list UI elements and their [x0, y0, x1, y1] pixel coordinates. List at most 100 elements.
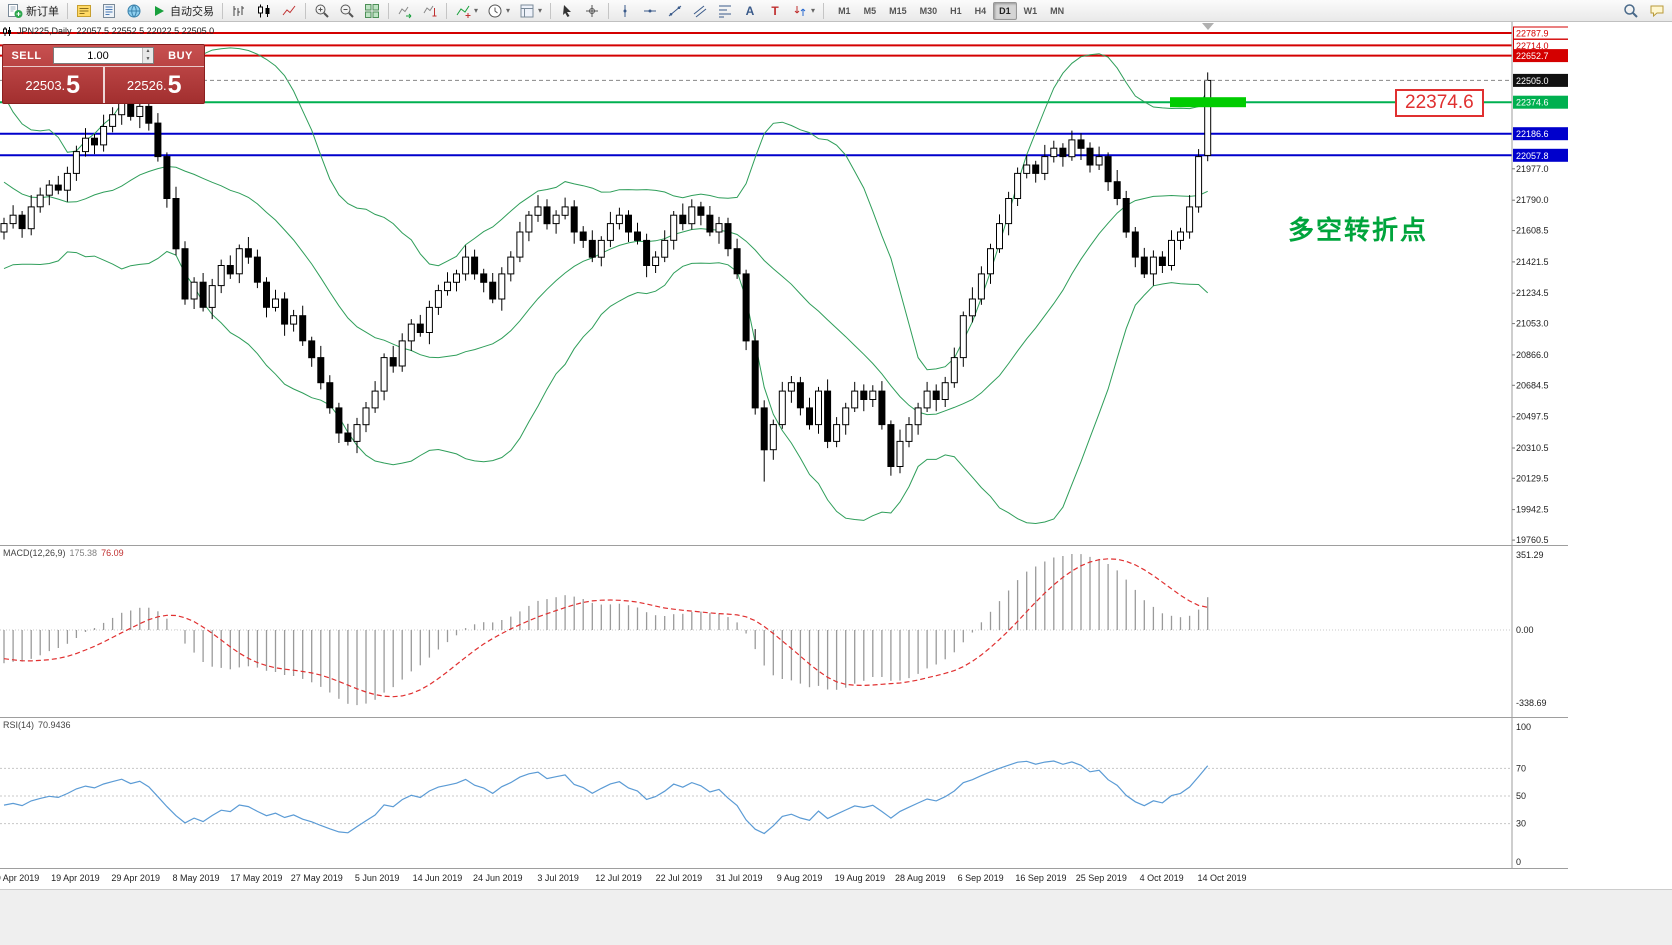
candle — [815, 390, 822, 426]
chat-icon — [1650, 5, 1664, 17]
price-axis[interactable]: 21977.0 21790.0 21608.5 21421.5 21234.5 21053… — [1511, 22, 1568, 545]
candle — [959, 315, 967, 359]
date-label: 19 Aug 2019 — [834, 873, 886, 883]
candle — [353, 424, 361, 442]
symbol-period-label: JPN225,Daily — [17, 26, 72, 36]
candle — [1050, 147, 1058, 158]
metaeditor-button[interactable] — [72, 1, 96, 21]
price-chart[interactable]: 21977.0 21790.0 21608.5 21421.5 21234.5 21053… — [0, 22, 1568, 545]
autotrading-button[interactable]: 自动交易 — [147, 1, 218, 21]
auto-scroll-button[interactable] — [393, 1, 417, 21]
panel-separator[interactable] — [0, 545, 1568, 546]
buy-price-big-digit: 5 — [167, 70, 182, 99]
timeframe-d1[interactable]: D1 — [993, 1, 1017, 20]
toolbar-separator — [305, 2, 306, 19]
pivot-highlight-segment[interactable] — [1170, 97, 1246, 108]
candle — [217, 265, 225, 287]
timeframe-mn[interactable]: MN — [1050, 5, 1065, 16]
crosshair-button[interactable] — [580, 1, 604, 21]
cursor-icon — [563, 4, 572, 17]
candle — [1077, 139, 1085, 149]
timeframe-m1[interactable]: M1 — [838, 5, 851, 16]
candle — [697, 206, 705, 216]
indicators-button[interactable]: ▾ — [451, 1, 482, 21]
equidistant-channel-button[interactable] — [688, 1, 712, 21]
candle — [1177, 231, 1184, 241]
timeframe-w1[interactable]: W1 — [1023, 5, 1038, 16]
buy-price[interactable]: 22526. 5 — [105, 67, 205, 103]
timeframe-m30[interactable]: M30 — [919, 5, 938, 16]
price-callout-label[interactable]: 22374.6 — [1395, 89, 1484, 117]
chinese-annotation-text[interactable]: 多空转折点 — [1288, 215, 1429, 245]
trendline-button[interactable] — [663, 1, 687, 21]
panel-separator[interactable] — [0, 717, 1568, 718]
cursor-button[interactable] — [555, 1, 579, 21]
candle — [525, 214, 533, 233]
zoom-out-button[interactable] — [335, 1, 359, 21]
macd-name: MACD(12,26,9) — [3, 548, 66, 558]
fibonacci-button[interactable] — [713, 1, 737, 21]
template-icon — [520, 4, 534, 17]
text-label-button[interactable]: T — [763, 1, 787, 21]
sell-price-main: 22503. — [25, 77, 66, 93]
timeframe-h4[interactable]: H4 — [974, 5, 987, 16]
toolbar-separator — [222, 2, 223, 19]
price-line-axis-label-text: 22374.6 — [1516, 98, 1549, 108]
buy-button[interactable]: BUY — [168, 49, 193, 62]
text-button[interactable]: A — [738, 1, 762, 21]
vertical-line-button[interactable] — [613, 1, 637, 21]
price-tick-label: 21234.5 — [1516, 288, 1549, 298]
templates-button[interactable]: ▾ — [515, 1, 546, 21]
toolbar-separator — [446, 2, 447, 19]
periods-button[interactable]: ▾ — [483, 1, 514, 21]
candle — [679, 214, 687, 225]
candle — [968, 298, 976, 317]
line-chart-button[interactable] — [277, 1, 301, 21]
timeframe-m5[interactable]: M5 — [863, 5, 877, 16]
candle — [489, 281, 497, 300]
candle — [579, 231, 587, 241]
time-axis[interactable]: 10 Apr 2019 19 Apr 2019 29 Apr 2019 8 May 2… — [0, 869, 1568, 889]
macd-panel-chart[interactable]: 351.29 0.00 -338.69 — [0, 545, 1568, 717]
sell-price[interactable]: 22503. 5 — [3, 67, 103, 103]
chart-shift-button[interactable] — [418, 1, 442, 21]
candle — [1023, 164, 1031, 174]
timeframe-m15[interactable]: M15 — [889, 5, 907, 16]
market-watch-button[interactable] — [97, 1, 121, 21]
rsi-axis[interactable]: 100 70 50 30 0 — [1511, 717, 1531, 868]
navigator-button[interactable] — [122, 1, 146, 21]
volume-down-button[interactable]: ▼ — [143, 55, 153, 63]
candle — [36, 194, 44, 208]
volume-input[interactable] — [54, 48, 142, 63]
candle — [860, 390, 868, 401]
horizontal-line-button[interactable] — [638, 1, 662, 21]
candle — [299, 315, 307, 342]
arrows-button[interactable]: ▾ — [788, 1, 819, 21]
macd-axis[interactable]: 351.29 0.00 -338.69 — [1511, 545, 1547, 717]
new-order-button[interactable]: 新订单 — [3, 1, 63, 21]
date-label: 31 Jul 2019 — [715, 873, 763, 883]
candle — [344, 432, 352, 442]
volume-up-button[interactable]: ▲ — [143, 48, 153, 56]
new-order-button-label: 新订单 — [26, 5, 59, 18]
candle — [1095, 156, 1103, 166]
price-line-axis-label-text: 22057.8 — [1516, 151, 1549, 161]
candle — [606, 223, 614, 241]
timeframe-h1[interactable]: H1 — [950, 5, 962, 16]
candle — [226, 265, 234, 275]
rsi-panel-chart[interactable]: 100 70 50 30 0 — [0, 717, 1568, 868]
price-tick-label: 21421.5 — [1516, 257, 1549, 267]
chat-button[interactable] — [1645, 1, 1669, 21]
vline-icon — [623, 4, 627, 17]
tile-windows-button[interactable] — [360, 1, 384, 21]
candle — [18, 214, 26, 230]
zoom-in-button[interactable] — [310, 1, 334, 21]
chart-shift-marker[interactable] — [1202, 23, 1214, 30]
candle — [1140, 256, 1148, 275]
search-button[interactable] — [1619, 1, 1643, 21]
bar-chart-button[interactable] — [227, 1, 251, 21]
candle — [996, 223, 1003, 250]
candlestick-chart-button[interactable] — [252, 1, 276, 21]
candle — [82, 137, 89, 153]
sell-button[interactable]: SELL — [11, 49, 42, 62]
